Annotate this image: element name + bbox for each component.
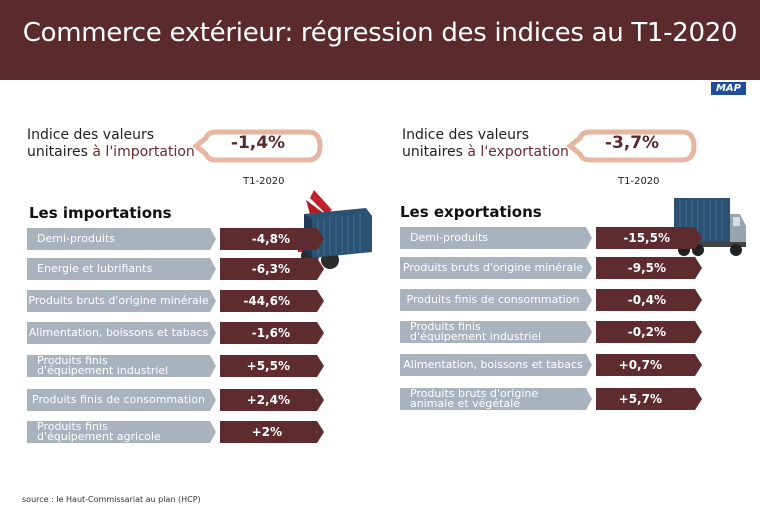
export-row-shape — [400, 257, 702, 279]
export-value-label: -0,2% — [627, 325, 666, 339]
import-row: Produits bruts d'origine minérale -44,6% — [27, 290, 324, 312]
export-row: Produits bruts d'origine minérale -9,5% — [400, 257, 702, 279]
import-pill-shape — [192, 129, 323, 163]
import-index-label-line1: Indice des valeurs — [27, 127, 155, 143]
import-index-label-prefix: unitaires — [27, 144, 93, 160]
export-row-shape — [400, 354, 702, 376]
export-category-label: Produits bruts d'origine animale et végé… — [410, 387, 539, 410]
map-logo: MAP — [711, 82, 746, 95]
import-row: Produits finis de consommation +2,4% — [27, 389, 324, 411]
export-row: Produits bruts d'origine animale et végé… — [400, 388, 702, 410]
import-category-label: Produits finis de consommation — [32, 393, 205, 406]
export-row: Demi-produits -15,5% — [400, 227, 702, 249]
page-title: Commerce extérieur: régression des indic… — [22, 18, 738, 48]
import-value-label: -1,6% — [251, 326, 290, 340]
import-index-pill: -1,4% — [192, 128, 324, 164]
export-index-label-prefix: unitaires — [402, 144, 468, 160]
import-index-value: -1,4% — [230, 133, 286, 153]
import-row: Produits finis d'équipement industriel +… — [27, 355, 324, 377]
export-row: Alimentation, boissons et tabacs +0,7% — [400, 354, 702, 376]
export-index-label-line1: Indice des valeurs — [402, 127, 530, 143]
import-row-shape — [27, 389, 324, 411]
export-category-label: Produits finis de consommation — [406, 293, 580, 306]
export-pill-shape — [566, 129, 697, 163]
export-row-shape — [400, 388, 702, 410]
import-row-shape — [27, 322, 324, 344]
import-row-shape — [27, 258, 324, 280]
import-row: Demi-produits -4,8% — [27, 228, 324, 250]
import-category-label: Demi-produits — [37, 232, 116, 245]
import-category-label: Produits finis d'équipement agricole — [37, 420, 161, 443]
exports-title: Les exportations — [400, 203, 542, 221]
import-row: Alimentation, boissons et tabacs -1,6% — [27, 322, 324, 344]
import-category-label: Produits finis d'équipement industriel — [37, 354, 169, 377]
export-category-label: Produits finis d'équipement industriel — [410, 320, 542, 343]
header-banner — [0, 0, 760, 80]
export-index-label-accent: à l'exportation — [467, 144, 569, 160]
export-value-label: -15,5% — [623, 231, 670, 245]
import-index-label: Indice des valeurs unitaires à l'importa… — [27, 127, 195, 161]
import-value-label: -6,3% — [251, 262, 290, 276]
import-value-label: -44,6% — [243, 294, 290, 308]
export-category-label: Demi-produits — [410, 231, 489, 244]
import-category-label: Produits bruts d'origine minérale — [28, 294, 209, 307]
export-row: Produits finis de consommation -0,4% — [400, 289, 702, 311]
export-row: Produits finis d'équipement industriel -… — [400, 321, 702, 343]
import-period: T1-2020 — [243, 176, 285, 187]
imports-title: Les importations — [29, 204, 172, 222]
import-row-shape — [27, 421, 324, 443]
import-row: Energie et lubrifiants -6,3% — [27, 258, 324, 280]
import-category-label: Alimentation, boissons et tabacs — [28, 326, 209, 339]
import-value-label: +5,5% — [246, 359, 290, 373]
import-value-label: +2,4% — [246, 393, 290, 407]
import-row-shape — [27, 290, 324, 312]
export-row-shape — [400, 289, 702, 311]
export-value-label: +5,7% — [618, 392, 662, 406]
export-index-value: -3,7% — [604, 133, 660, 153]
export-period: T1-2020 — [618, 176, 660, 187]
import-index-label-accent: à l'importation — [92, 144, 195, 160]
export-value-label: -9,5% — [627, 261, 666, 275]
export-index-label: Indice des valeurs unitaires à l'exporta… — [402, 127, 569, 161]
import-value-label: -4,8% — [251, 232, 290, 246]
export-row-shape — [400, 227, 702, 249]
import-row-shape — [27, 228, 324, 250]
export-category-label: Produits bruts d'origine minérale — [402, 261, 584, 274]
export-index-pill: -3,7% — [566, 128, 698, 164]
export-value-label: +0,7% — [618, 358, 662, 372]
import-row: Produits finis d'équipement agricole +2% — [27, 421, 324, 443]
import-row-shape — [27, 355, 324, 377]
export-row-shape — [400, 321, 702, 343]
export-category-label: Alimentation, boissons et tabacs — [403, 358, 583, 371]
export-value-label: -0,4% — [627, 293, 666, 307]
import-value-label: +2% — [251, 425, 282, 439]
source-note: source : le Haut-Commissariat au plan (H… — [22, 495, 201, 504]
import-category-label: Energie et lubrifiants — [37, 262, 153, 275]
